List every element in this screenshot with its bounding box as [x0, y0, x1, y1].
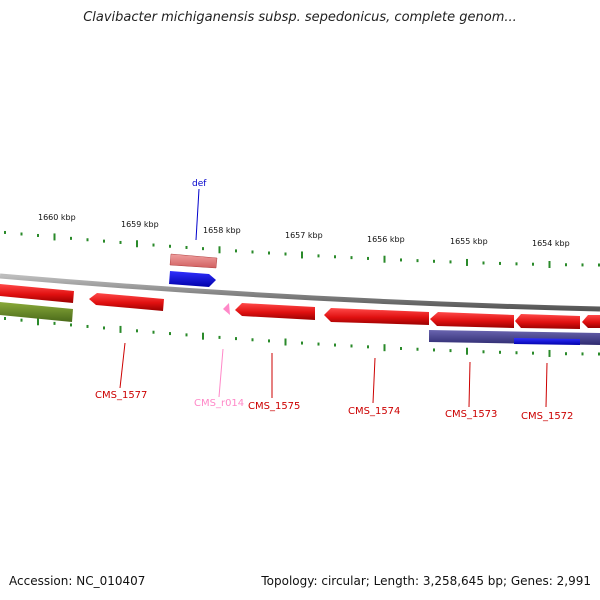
scale-label-1654: 1654 kbp — [532, 239, 570, 248]
genome-title: Clavibacter michiganensis subsp. sepedon… — [83, 10, 517, 25]
gene-right-edge[interactable] — [582, 315, 600, 328]
gene-cms-r014[interactable] — [223, 303, 230, 315]
gene-cms-1574[interactable] — [324, 308, 429, 325]
gene-def-cds[interactable] — [169, 271, 216, 287]
scale-label-1658: 1658 kbp — [203, 226, 241, 235]
label-cms-1575[interactable]: CMS_1575 — [248, 401, 300, 412]
scale-label-1656: 1656 kbp — [367, 235, 405, 244]
cds-cms-1572-blue[interactable] — [514, 338, 580, 345]
scale-label-1655: 1655 kbp — [450, 237, 488, 246]
genome-summary-text: Topology: circular; Length: 3,258,645 bp… — [261, 574, 591, 588]
leader-def — [195, 188, 200, 241]
label-cms-1577[interactable]: CMS_1577 — [95, 390, 147, 401]
scale-label-1659: 1659 kbp — [121, 220, 159, 229]
label-cms-1574[interactable]: CMS_1574 — [348, 406, 400, 417]
leader-cms-1573 — [468, 361, 471, 408]
gene-cms-1575[interactable] — [235, 303, 315, 320]
gene-cms-1577[interactable] — [89, 293, 164, 311]
scale-label-1660: 1660 kbp — [38, 213, 76, 222]
gene-left-green[interactable] — [0, 302, 73, 322]
leader-cms-r014 — [218, 348, 224, 398]
leader-cms-1574 — [372, 357, 376, 404]
gene-cms-1572[interactable] — [515, 314, 580, 329]
label-cms-1572[interactable]: CMS_1572 — [521, 411, 573, 422]
label-cms-1573[interactable]: CMS_1573 — [445, 409, 497, 420]
leader-cms-1577 — [119, 342, 126, 389]
scale-label-1657: 1657 kbp — [285, 231, 323, 240]
accession-text: Accession: NC_010407 — [9, 574, 146, 588]
lower-scale-ticks — [4, 317, 600, 357]
gene-segment-light[interactable] — [169, 253, 218, 269]
label-def[interactable]: def — [192, 179, 207, 189]
leader-cms-1572 — [545, 362, 548, 408]
gene-cms-1573[interactable] — [430, 312, 514, 328]
upper-scale-ticks — [4, 230, 600, 269]
genome-backbone — [0, 273, 600, 312]
gene-left-red-upper[interactable] — [0, 284, 74, 303]
label-cms-r014[interactable]: CMS_r014 — [194, 398, 244, 409]
